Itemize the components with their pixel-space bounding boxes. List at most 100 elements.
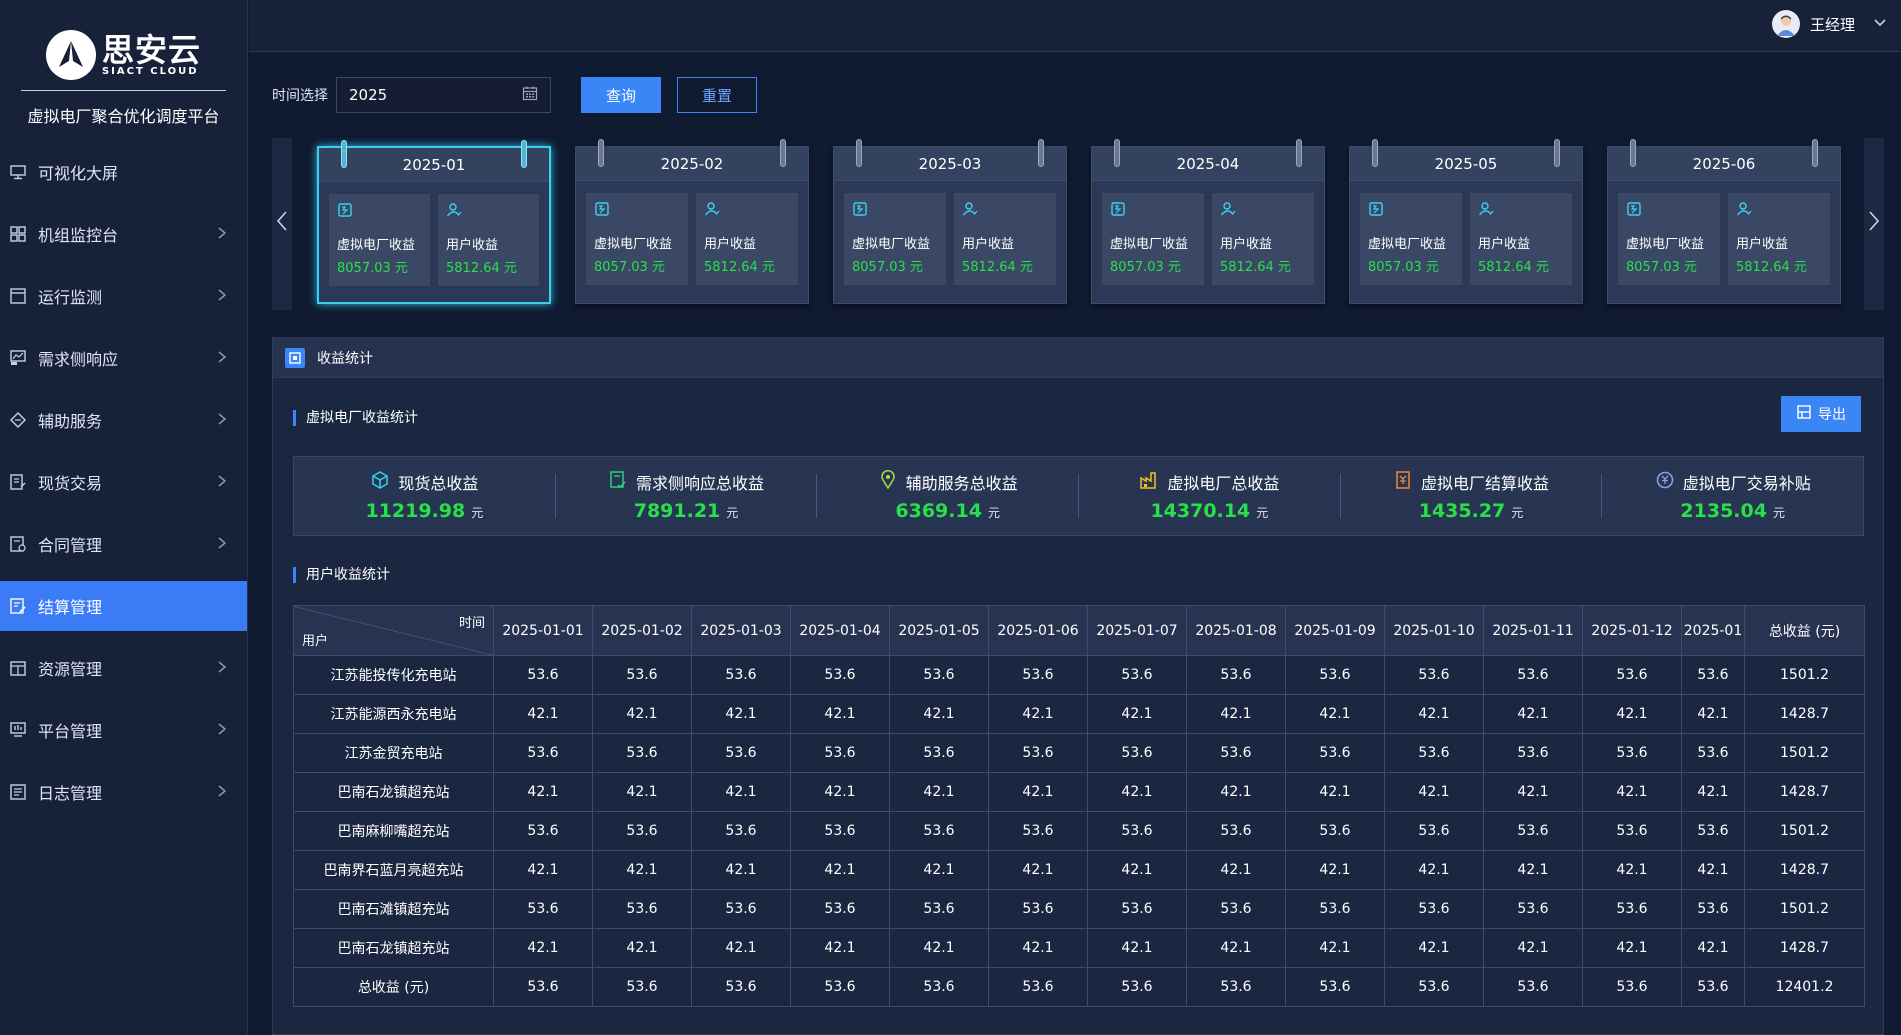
revenue-cell: 42.1 xyxy=(790,850,890,890)
revenue-cell: 53.6 xyxy=(889,967,989,1007)
binder-ring xyxy=(856,139,862,167)
vpp-revenue-value: 8057.03 元 xyxy=(594,260,665,275)
vpp-revenue-box: 虚拟电厂收益 8057.03 元 xyxy=(1618,193,1720,285)
export-button[interactable]: 导出 xyxy=(1781,396,1861,432)
revenue-cell: 42.1 xyxy=(493,928,593,968)
corner-time-label: 时间 xyxy=(458,616,485,631)
user-name-cell: 巴南石龙镇超充站 xyxy=(293,928,494,968)
carousel-next-button[interactable] xyxy=(1864,138,1884,310)
month-card[interactable]: 2025-01 虚拟电厂收益 8057.03 元 用户收益 5812.64 元 xyxy=(317,140,551,304)
user-name-cell: 巴南石滩镇超充站 xyxy=(293,889,494,929)
year-picker-input[interactable]: 2025 xyxy=(336,77,551,113)
revenue-cell: 42.1 xyxy=(1285,928,1385,968)
month-card[interactable]: 2025-06 虚拟电厂收益 8057.03 元 用户收益 5812.64 元 xyxy=(1607,139,1841,304)
revenue-cell: 53.6 xyxy=(1384,811,1484,851)
logo-divider xyxy=(21,90,226,91)
user-name-cell: 江苏能源西永充电站 xyxy=(293,694,494,734)
revenue-cell: 53.6 xyxy=(1087,967,1187,1007)
vpp-section-title: 虚拟电厂收益统计 xyxy=(293,410,418,426)
query-button[interactable]: 查询 xyxy=(581,77,661,113)
vpp-revenue-value: 8057.03 元 xyxy=(852,260,923,275)
revenue-cell: 53.6 xyxy=(1582,889,1682,929)
sidebar-item-8[interactable]: 资源管理 xyxy=(0,643,247,693)
reset-button[interactable]: 重置 xyxy=(677,77,757,113)
revenue-cell: 42.1 xyxy=(691,772,791,812)
revenue-cell: 53.6 xyxy=(790,967,890,1007)
sidebar-item-1[interactable]: 机组监控台 xyxy=(0,209,247,259)
binder-ring xyxy=(1812,139,1818,167)
month-card[interactable]: 2025-02 虚拟电厂收益 8057.03 元 用户收益 5812.64 元 xyxy=(575,139,809,304)
sidebar-item-label: 辅助服务 xyxy=(38,412,103,431)
table-row: 江苏能源西永充电站 42.1 42.1 42.1 42.1 42.1 42.1 42.1 42.… xyxy=(293,694,1865,734)
sidebar-item-5[interactable]: 现货交易 xyxy=(0,457,247,507)
revenue-cell: 53.6 xyxy=(1285,733,1385,773)
revenue-cell: 42.1 xyxy=(1582,694,1682,734)
user-revenue-value: 5812.64 元 xyxy=(962,260,1033,275)
stat-value: 11219.98 xyxy=(365,500,466,522)
revenue-cell: 42.1 xyxy=(1384,850,1484,890)
sidebar-item-9[interactable]: 平台管理 xyxy=(0,705,247,755)
total-cell: 1501.2 xyxy=(1744,889,1865,929)
user-icon xyxy=(1478,201,1564,219)
revenue-cell: 53.6 xyxy=(988,889,1088,929)
total-cell: 1501.2 xyxy=(1744,733,1865,773)
revenue-cell: 53.6 xyxy=(1483,967,1583,1007)
revenue-cell: 53.6 xyxy=(1681,967,1745,1007)
stat-label: 虚拟电厂结算收益 xyxy=(1421,474,1550,493)
table-row: 巴南石龙镇超充站 42.1 42.1 42.1 42.1 42.1 42.1 42.1 42.1… xyxy=(293,772,1865,812)
sidebar-item-10[interactable]: 日志管理 xyxy=(0,767,247,817)
binder-ring xyxy=(1554,139,1560,167)
total-cell: 1428.7 xyxy=(1744,928,1865,968)
power-plant-icon xyxy=(1110,201,1196,219)
revenue-cell: 53.6 xyxy=(1384,655,1484,695)
doc-check-icon xyxy=(608,470,628,494)
calendar-icon[interactable] xyxy=(522,85,538,105)
chevron-left-icon xyxy=(276,209,288,239)
table-row: 总收益 (元) 53.6 53.6 53.6 53.6 53.6 53.6 53.6 53.6 5… xyxy=(293,967,1865,1007)
revenue-cell: 53.6 xyxy=(592,889,692,929)
sidebar-item-label: 平台管理 xyxy=(38,722,103,741)
carousel-prev-button[interactable] xyxy=(272,138,292,310)
revenue-cell: 42.1 xyxy=(889,928,989,968)
stat-item: 虚拟电厂交易补贴 2135.04 元 xyxy=(1602,471,1863,522)
stat-unit: 元 xyxy=(1511,506,1524,520)
sidebar-item-label: 现货交易 xyxy=(38,474,103,493)
revenue-cell: 53.6 xyxy=(493,967,593,1007)
month-card[interactable]: 2025-03 虚拟电厂收益 8057.03 元 用户收益 5812.64 元 xyxy=(833,139,1067,304)
date-column-header: 2025-01-05 xyxy=(889,605,989,656)
user-revenue-label: 用户收益 xyxy=(1220,237,1273,252)
sidebar-menu: 可视化大屏机组监控台运行监测需求侧响应辅助服务现货交易合同管理结算管理资源管理平… xyxy=(0,147,247,817)
log-icon xyxy=(8,782,28,802)
sidebar-item-0[interactable]: 可视化大屏 xyxy=(0,147,247,197)
revenue-cell: 42.1 xyxy=(592,850,692,890)
chevron-down-icon[interactable] xyxy=(1873,16,1887,32)
revenue-cell: 53.6 xyxy=(1582,655,1682,695)
stat-unit: 元 xyxy=(1772,506,1785,520)
sidebar-item-6[interactable]: 合同管理 xyxy=(0,519,247,569)
user-revenue-label: 用户收益 xyxy=(1478,237,1531,252)
sidebar-item-2[interactable]: 运行监测 xyxy=(0,271,247,321)
revenue-cell: 53.6 xyxy=(1186,967,1286,1007)
table-corner-header: 时间 用户 xyxy=(293,605,494,656)
sidebar: 思安云 SIACT CLOUD 虚拟电厂聚合优化调度平台 可视化大屏 机组监控台运… xyxy=(0,0,248,1035)
vpp-revenue-value: 8057.03 元 xyxy=(1368,260,1439,275)
sidebar-item-4[interactable]: 辅助服务 xyxy=(0,395,247,445)
month-card[interactable]: 2025-04 虚拟电厂收益 8057.03 元 用户收益 5812.64 元 xyxy=(1091,139,1325,304)
panel-header: 收益统计 xyxy=(273,338,1883,378)
vpp-revenue-box: 虚拟电厂收益 8057.03 元 xyxy=(1360,193,1462,285)
sidebar-item-7[interactable]: 结算管理 xyxy=(0,581,247,631)
user-menu[interactable]: 王经理 xyxy=(1771,10,1887,38)
revenue-cell: 42.1 xyxy=(691,850,791,890)
revenue-cell: 53.6 xyxy=(1384,967,1484,1007)
revenue-cell: 53.6 xyxy=(1186,733,1286,773)
revenue-cell: 42.1 xyxy=(1285,850,1385,890)
revenue-cell: 42.1 xyxy=(493,850,593,890)
sidebar-item-3[interactable]: 需求侧响应 xyxy=(0,333,247,383)
vpp-revenue-label: 虚拟电厂收益 xyxy=(1626,237,1705,252)
month-card[interactable]: 2025-05 虚拟电厂收益 8057.03 元 用户收益 5812.64 元 xyxy=(1349,139,1583,304)
chevron-right-icon xyxy=(217,348,247,369)
chevron-right-icon xyxy=(217,534,247,555)
vpp-revenue-box: 虚拟电厂收益 8057.03 元 xyxy=(329,194,430,286)
top-bar: 王经理 xyxy=(249,0,1901,52)
revenue-cell: 42.1 xyxy=(1087,850,1187,890)
